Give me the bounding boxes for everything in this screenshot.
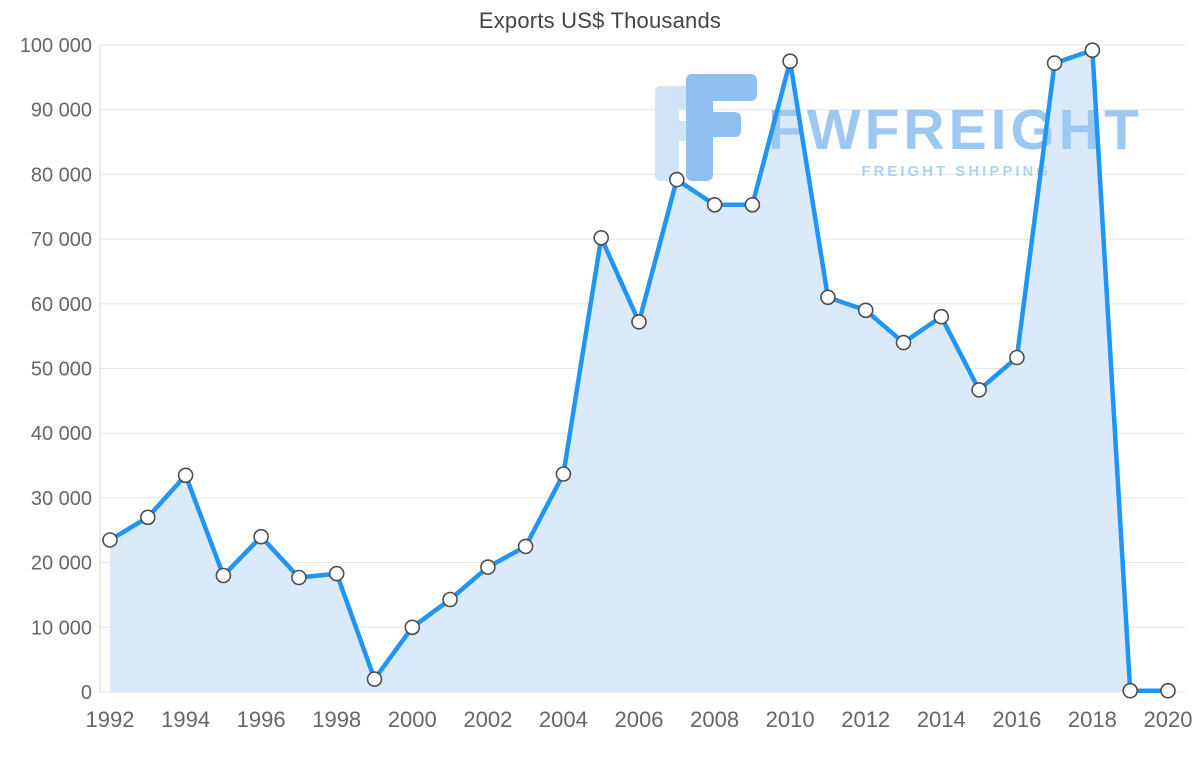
data-point-marker[interactable] bbox=[404, 619, 421, 636]
x-axis-tick-label: 2000 bbox=[388, 707, 437, 732]
data-point-marker[interactable] bbox=[820, 289, 836, 306]
data-point-marker[interactable] bbox=[517, 538, 534, 555]
x-axis-tick-label: 1992 bbox=[86, 707, 135, 732]
y-axis-tick-label: 10 000 bbox=[31, 617, 92, 639]
y-axis-tick-label: 100 000 bbox=[20, 35, 92, 57]
data-point-marker[interactable] bbox=[631, 314, 647, 330]
y-axis-tick-label: 60 000 bbox=[31, 294, 92, 316]
data-point-marker[interactable] bbox=[480, 559, 496, 575]
series-area-fill bbox=[110, 50, 1168, 692]
y-axis-tick-label: 20 000 bbox=[31, 553, 92, 575]
data-point-marker[interactable] bbox=[706, 197, 723, 213]
data-point-marker[interactable] bbox=[744, 197, 761, 213]
data-point-marker[interactable] bbox=[933, 308, 950, 325]
data-point-marker[interactable] bbox=[140, 509, 156, 526]
area-fill-path bbox=[110, 50, 1168, 692]
x-axis-tick-label: 2016 bbox=[992, 707, 1041, 732]
watermark-brand-text: FWFREIGHT bbox=[768, 98, 1143, 162]
x-axis-tick-label: 1994 bbox=[161, 707, 210, 732]
y-axis-tick-label: 40 000 bbox=[31, 423, 92, 445]
y-axis-tick-label: 0 bbox=[81, 682, 92, 704]
data-point-marker[interactable] bbox=[1160, 682, 1176, 699]
logo-front-shape bbox=[686, 74, 757, 181]
y-axis-tick-label: 50 000 bbox=[31, 359, 92, 381]
series-markers bbox=[102, 42, 1176, 699]
data-point-marker[interactable] bbox=[1009, 349, 1025, 366]
data-point-marker[interactable] bbox=[253, 528, 269, 545]
watermark-tagline-text: FREIGHT SHIPPING bbox=[861, 163, 1051, 180]
data-point-marker[interactable] bbox=[1084, 42, 1101, 59]
data-point-marker[interactable] bbox=[857, 302, 874, 319]
data-point-marker[interactable] bbox=[215, 567, 232, 584]
y-axis-tick-label: 80 000 bbox=[31, 164, 92, 186]
data-point-marker[interactable] bbox=[177, 467, 194, 484]
y-axis-tick-label: 70 000 bbox=[31, 229, 92, 251]
x-axis-tick-label: 2006 bbox=[615, 707, 664, 732]
x-axis-tick-label: 2010 bbox=[766, 707, 815, 732]
data-point-marker[interactable] bbox=[291, 569, 307, 586]
data-point-marker[interactable] bbox=[102, 532, 118, 548]
x-axis-tick-label: 2012 bbox=[841, 707, 890, 732]
fwfreight-logo-icon bbox=[655, 74, 757, 181]
x-axis-tick-label: 2008 bbox=[690, 707, 739, 732]
data-point-marker[interactable] bbox=[366, 671, 383, 687]
x-axis-tick-label: 2002 bbox=[463, 707, 512, 732]
data-point-marker[interactable] bbox=[328, 565, 345, 582]
data-point-marker[interactable] bbox=[1122, 682, 1138, 699]
data-point-marker[interactable] bbox=[971, 382, 987, 398]
axis-tick-labels: 0 10 000 20 000 30 000 40 000 50 000 60 000 70 … bbox=[20, 35, 1193, 732]
brand-watermark: FWFREIGHT FREIGHT SHIPPING bbox=[655, 74, 1143, 181]
data-point-marker[interactable] bbox=[668, 171, 685, 188]
data-point-marker[interactable] bbox=[782, 53, 798, 70]
x-axis-tick-label: 2018 bbox=[1068, 707, 1117, 732]
x-axis-tick-label: 2020 bbox=[1144, 707, 1193, 732]
x-axis-tick-label: 1996 bbox=[237, 707, 286, 732]
chart-title: Exports US$ Thousands bbox=[478, 8, 722, 33]
data-point-marker[interactable] bbox=[593, 230, 610, 246]
data-point-marker[interactable] bbox=[1046, 55, 1063, 71]
y-axis-tick-label: 90 000 bbox=[31, 100, 92, 122]
y-axis-tick-label: 30 000 bbox=[31, 488, 92, 510]
data-point-marker[interactable] bbox=[895, 334, 912, 351]
data-point-marker[interactable] bbox=[555, 466, 572, 482]
x-axis-tick-label: 2004 bbox=[539, 707, 588, 732]
data-point-marker[interactable] bbox=[442, 591, 458, 608]
x-axis-tick-label: 2014 bbox=[917, 707, 966, 732]
x-axis-tick-label: 1998 bbox=[312, 707, 361, 732]
